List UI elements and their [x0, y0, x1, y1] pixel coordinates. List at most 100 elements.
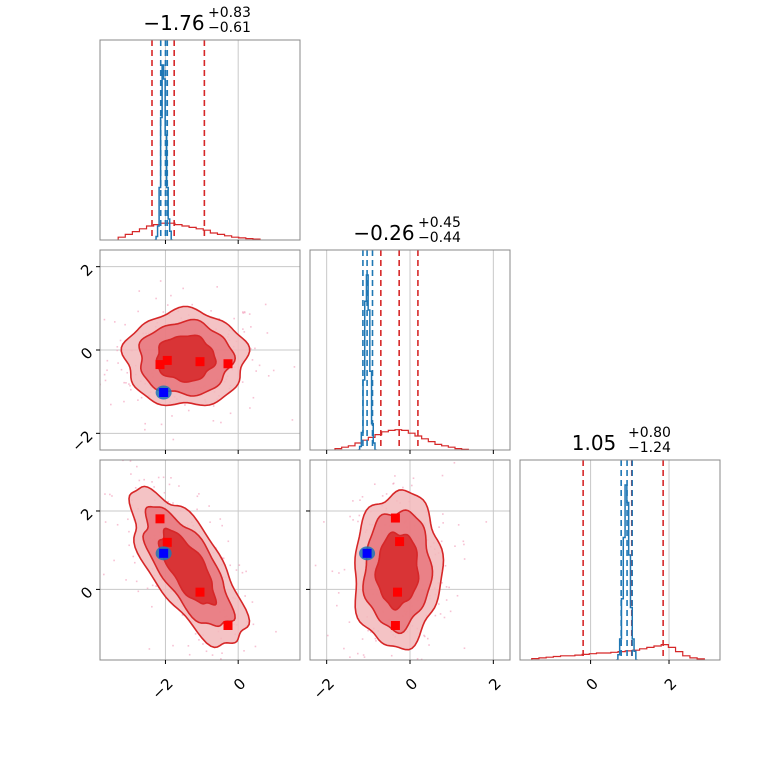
blue-marker: [159, 548, 169, 558]
scatter-point: [407, 665, 409, 667]
red-marker: [195, 587, 205, 597]
scatter-point: [349, 656, 351, 658]
scatter-point: [187, 409, 190, 412]
scatter-point: [181, 614, 184, 616]
scatter-point: [210, 310, 212, 312]
scatter-point: [370, 631, 372, 633]
contour-level: [374, 531, 420, 611]
scatter-point: [444, 564, 447, 567]
scatter-point: [390, 654, 393, 657]
red-marker: [155, 360, 165, 370]
scatter-point: [116, 346, 119, 348]
scatter-point: [111, 495, 113, 497]
scatter-point: [198, 493, 200, 495]
scatter-point: [251, 359, 254, 361]
scatter-point: [358, 514, 361, 517]
scatter-point: [326, 634, 329, 637]
scatter-point: [402, 486, 404, 489]
scatter-point: [323, 521, 325, 523]
scatter-point: [104, 521, 107, 523]
scatter-point: [314, 564, 317, 567]
histogram-panel-param-3: [519, 459, 721, 664]
scatter-point: [136, 465, 138, 468]
y-tick-label: 0: [77, 583, 96, 602]
red-marker: [390, 620, 400, 630]
scatter-point: [129, 460, 132, 462]
scatter-point: [392, 482, 394, 485]
scatter-point: [221, 652, 223, 654]
scatter-point: [291, 419, 294, 421]
scatter-point: [135, 580, 138, 583]
scatter-point: [442, 513, 444, 515]
contour-level: [155, 334, 217, 383]
contour-panel-param-1-vs-param-3: [96, 459, 301, 668]
red-marker: [195, 357, 205, 367]
scatter-point: [125, 579, 127, 581]
scatter-point: [361, 638, 364, 640]
scatter-point: [241, 381, 244, 383]
scatter-point: [272, 369, 275, 372]
red-marker: [223, 359, 233, 369]
scatter-point: [188, 653, 191, 656]
scatter-point: [119, 339, 122, 342]
scatter-point: [133, 561, 136, 564]
red-marker: [393, 587, 402, 597]
scatter-point: [245, 570, 247, 573]
scatter-point: [442, 522, 444, 524]
param-title-upper-error: +0.45: [418, 215, 461, 231]
scatter-point: [252, 396, 255, 399]
scatter-point: [220, 421, 222, 424]
scatter-point: [221, 557, 224, 559]
scatter-point: [227, 540, 230, 543]
scatter-point: [456, 594, 459, 597]
scatter-point: [157, 476, 160, 479]
panel-frame: [99, 39, 301, 241]
scatter-point: [423, 635, 426, 638]
scatter-point: [48, 322, 50, 324]
scatter-point: [129, 384, 131, 387]
scatter-point: [251, 601, 254, 603]
scatter-point: [375, 640, 377, 642]
scatter-point: [362, 654, 365, 656]
scatter-point: [363, 656, 366, 658]
scatter-point: [356, 668, 358, 670]
scatter-point: [194, 633, 197, 635]
scatter-point: [219, 518, 222, 520]
scatter-point: [439, 613, 442, 615]
panel-frame: [99, 459, 301, 661]
y-tick-label: 0: [77, 344, 96, 363]
scatter-point: [463, 647, 466, 650]
scatter-point: [343, 568, 346, 571]
scatter-point: [143, 478, 145, 481]
scatter-point: [463, 558, 466, 560]
scatter-point: [140, 396, 143, 399]
scatter-point: [103, 318, 106, 321]
scatter-point: [168, 483, 171, 486]
scatter-point: [394, 475, 396, 477]
scatter-point: [95, 324, 97, 326]
scatter-point: [138, 479, 141, 482]
scatter-point: [137, 590, 140, 593]
scatter-point: [128, 383, 130, 385]
scatter-point: [241, 571, 244, 574]
scatter-point: [374, 637, 377, 640]
scatter-point: [293, 366, 296, 368]
scatter-point: [132, 555, 135, 558]
red-histogram: [334, 429, 469, 450]
y-tick-label: 2: [77, 505, 96, 524]
scatter-point: [223, 666, 225, 668]
scatter-point: [172, 438, 175, 441]
panel-frame: [519, 459, 721, 661]
scatter-point: [448, 586, 450, 589]
scatter-point: [463, 543, 465, 546]
histogram-panel-param-1: [99, 39, 301, 244]
scatter-point: [137, 310, 139, 313]
blue-marker: [159, 388, 169, 397]
scatter-point: [110, 403, 112, 406]
scatter-point: [124, 323, 126, 326]
scatter-point: [254, 645, 257, 648]
scatter-point: [71, 350, 73, 352]
scatter-point: [187, 645, 190, 647]
scatter-point: [113, 559, 115, 562]
scatter-point: [134, 487, 137, 489]
